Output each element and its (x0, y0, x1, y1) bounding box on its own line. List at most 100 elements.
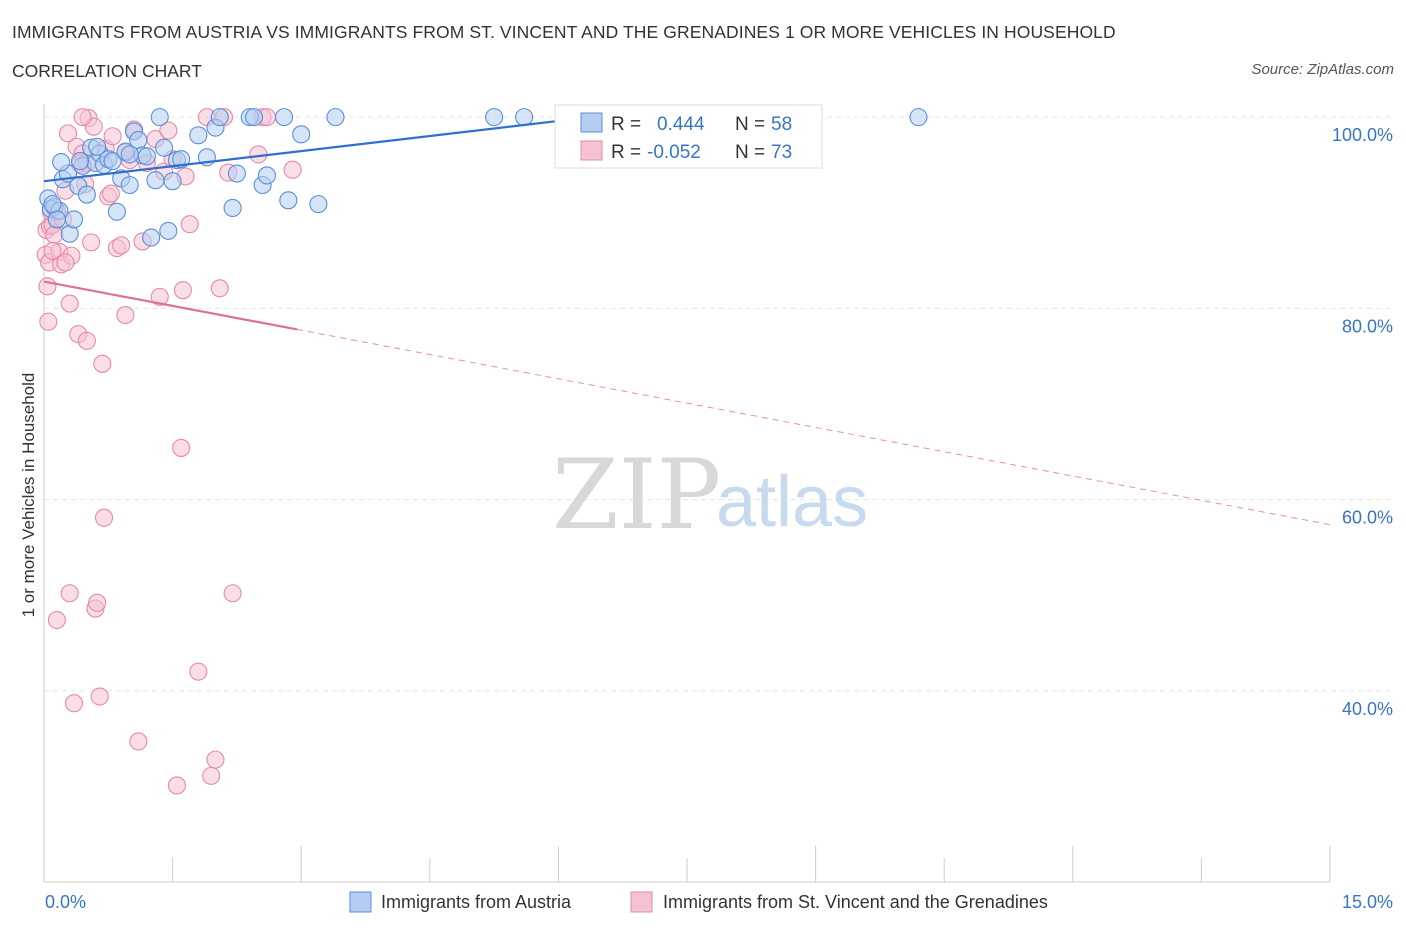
point-austria-21 (120, 175, 139, 195)
stats-legend: R = 0.444 N = 58 R = -0.052 N = 73 (554, 104, 823, 169)
point-austria-41 (244, 108, 264, 127)
point-austria-52 (909, 108, 928, 127)
point-austria-56 (120, 145, 139, 164)
point-svg-61 (223, 584, 242, 603)
watermark-atlas: atlas (716, 462, 868, 542)
trend-lines (43, 119, 1331, 526)
point-austria-8 (64, 210, 84, 229)
point-svg-37 (112, 236, 131, 255)
point-svg-72 (73, 108, 92, 127)
point-austria-30 (159, 221, 178, 240)
y-tick-label-100: 100.0% (1332, 125, 1393, 145)
stats-blue-n-label: N = (735, 114, 765, 135)
point-svg-28 (88, 593, 107, 612)
series-austria-points (39, 108, 928, 247)
grid-lines (44, 116, 1392, 692)
y-tick-label-80: 80.0% (1342, 316, 1393, 336)
point-svg-56 (202, 766, 221, 785)
point-svg-71 (43, 241, 62, 261)
point-svg-2 (38, 277, 57, 296)
point-svg-8 (45, 225, 64, 244)
stats-pink-n-value: 73 (771, 142, 792, 163)
point-svg-51 (173, 281, 192, 300)
point-svg-38 (116, 305, 135, 325)
y-tick-label-60: 60.0% (1342, 508, 1393, 528)
point-austria-39 (227, 164, 246, 183)
point-svg-58 (210, 279, 229, 298)
point-svg-35 (103, 127, 122, 146)
point-austria-48 (326, 108, 345, 127)
chart-title: IMMIGRANTS FROM AUSTRIA VS IMMIGRANTS FR… (12, 22, 1116, 42)
point-svg-45 (150, 287, 169, 306)
stats-pink-n-label: N = (735, 142, 765, 163)
stats-blue-r-label: R = (611, 114, 641, 135)
y-tick-label-40: 40.0% (1342, 699, 1393, 719)
point-svg-23 (77, 331, 96, 350)
point-austria-43 (257, 166, 276, 185)
point-svg-65 (283, 160, 302, 179)
point-austria-37 (210, 108, 229, 127)
legend-swatch-svg (630, 891, 653, 913)
series-svg-points (36, 108, 302, 795)
stats-swatch-pink (580, 140, 603, 161)
point-svg-25 (82, 233, 101, 252)
point-austria-45 (279, 191, 298, 210)
point-svg-30 (93, 354, 112, 373)
stats-pink-r-value: -0.052 (647, 142, 701, 163)
chart-subtitle: CORRELATION CHART (12, 61, 202, 81)
point-austria-26 (142, 228, 161, 247)
point-austria-27 (146, 171, 165, 190)
point-svg-54 (189, 662, 208, 681)
point-austria-46 (292, 125, 311, 144)
point-austria-55 (70, 152, 90, 171)
point-svg-31 (94, 508, 114, 527)
point-svg-70 (56, 253, 75, 272)
trend-line-svg (43, 280, 298, 331)
stats-pink-r-label: R = (611, 142, 641, 163)
watermark: ZIP atlas (552, 439, 868, 551)
point-austria-4 (47, 210, 66, 229)
point-austria-38 (223, 198, 242, 218)
point-svg-47 (159, 121, 178, 140)
point-austria-17 (103, 152, 122, 171)
point-svg-53 (180, 215, 199, 234)
point-svg-29 (90, 687, 109, 706)
legend-swatch-austria (349, 891, 372, 913)
point-svg-17 (64, 694, 84, 713)
point-austria-33 (172, 150, 191, 169)
point-austria-34 (189, 126, 208, 145)
source-credit: Source: ZipAtlas.com (1251, 61, 1394, 78)
legend-label-austria: Immigrants from Austria (381, 892, 572, 912)
point-austria-11 (77, 185, 96, 204)
x-tick-label-max: 15.0% (1342, 892, 1393, 912)
point-austria-50 (515, 108, 534, 127)
point-svg-34 (101, 184, 120, 203)
stats-blue-n-value: 58 (771, 114, 792, 135)
series-legend: Immigrants from Austria Immigrants from … (349, 891, 1048, 913)
point-austria-57 (88, 137, 107, 156)
point-austria-44 (275, 108, 294, 127)
point-austria-18 (107, 202, 126, 221)
point-svg-41 (129, 732, 148, 751)
point-svg-49 (167, 776, 186, 795)
point-austria-31 (163, 172, 182, 191)
point-austria-54 (52, 153, 71, 172)
x-tick-label-min: 0.0% (45, 892, 86, 912)
legend-label-svg: Immigrants from St. Vincent and the Gren… (663, 892, 1048, 912)
point-austria-49 (485, 108, 504, 127)
point-svg-15 (60, 294, 79, 313)
point-svg-3 (39, 312, 58, 331)
stats-swatch-blue (580, 112, 603, 133)
point-svg-50 (172, 438, 191, 457)
point-austria-25 (137, 147, 156, 166)
point-svg-57 (206, 750, 225, 769)
watermark-zip: ZIP (552, 439, 721, 551)
point-austria-28 (150, 108, 169, 127)
y-axis-label: 1 or more Vehicles in Household (19, 373, 38, 618)
point-austria-29 (154, 138, 174, 157)
point-austria-53 (43, 195, 62, 214)
point-austria-47 (309, 195, 328, 214)
y-tick-labels: 40.0% 60.0% 80.0% 100.0% (1332, 125, 1393, 719)
point-svg-67 (60, 584, 79, 603)
